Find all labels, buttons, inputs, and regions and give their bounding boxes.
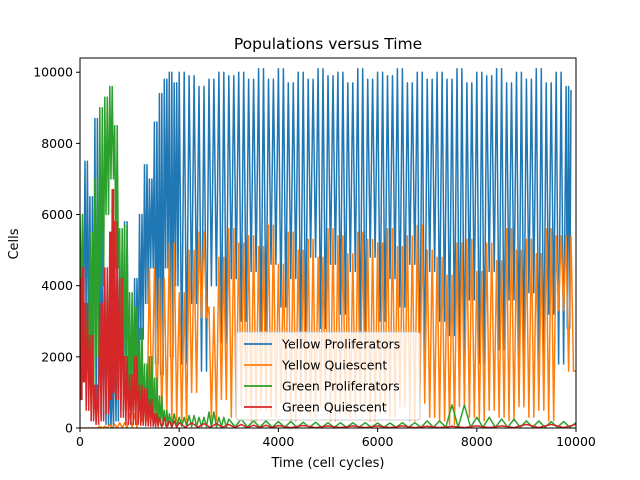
series-line-green-proliferators	[80, 85, 576, 428]
x-tick-label: 6000	[362, 434, 394, 449]
legend-label: Green Proliferators	[282, 379, 400, 394]
axes: 0 2000 4000 6000 8000 10000 0 2000 4000 6000 8000 1…	[33, 57, 596, 449]
x-tick-label: 10000	[556, 434, 596, 449]
y-tick-label: 2000	[41, 349, 73, 364]
y-tick-label: 6000	[41, 207, 73, 222]
x-tick-label: 4000	[262, 434, 294, 449]
series-line-green-quiescent	[80, 188, 576, 428]
legend-label: Yellow Proliferators	[281, 337, 400, 352]
x-tick-label: 0	[76, 434, 84, 449]
x-tick-label: 2000	[163, 434, 195, 449]
plot-area	[80, 67, 576, 428]
legend-label: Yellow Quiescent	[281, 358, 387, 373]
y-tick-label: 10000	[33, 65, 73, 80]
legend: Yellow Proliferators Yellow Quiescent Gree…	[235, 331, 421, 421]
series-lines	[80, 67, 576, 428]
x-tick-label: 8000	[461, 434, 493, 449]
axes-frame	[79, 57, 577, 429]
y-tick-label: 0	[65, 421, 73, 436]
legend-label: Green Quiescent	[282, 400, 387, 415]
y-axis-label: Cells	[7, 228, 22, 259]
legend-box	[235, 331, 421, 421]
series-line-yellow-quiescent	[80, 224, 576, 428]
y-tick-label: 4000	[41, 278, 73, 293]
chart-title: Populations versus Time	[234, 35, 422, 53]
x-axis-label: Time (cell cycles)	[271, 456, 385, 471]
y-tick-label: 8000	[41, 136, 73, 151]
